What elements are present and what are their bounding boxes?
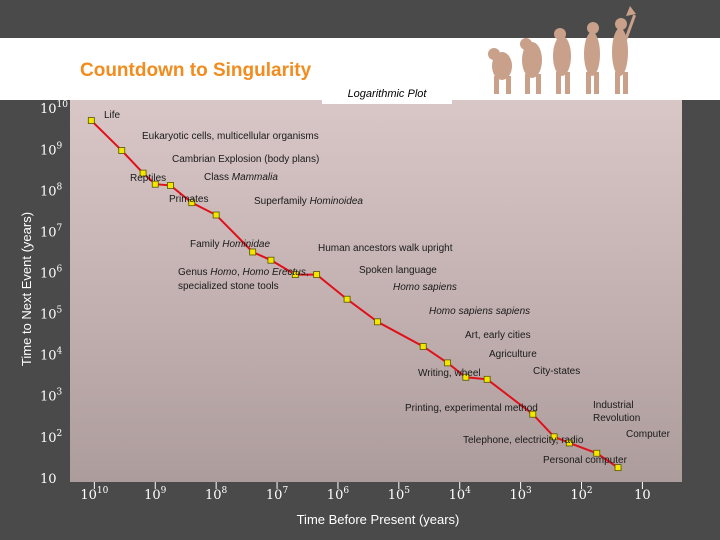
event-annotation: Art, early cities — [465, 330, 531, 341]
event-annotation: City-states — [533, 366, 580, 377]
data-point — [249, 248, 257, 256]
event-annotation: Printing, experimental method — [405, 403, 538, 414]
event-annotation: Superfamily Hominoidea — [254, 196, 363, 207]
data-point — [118, 147, 126, 154]
data-point — [343, 295, 351, 303]
event-annotation: Family Hominidae — [190, 239, 270, 250]
event-annotation: Reptiles — [130, 173, 166, 184]
data-point — [614, 464, 622, 472]
data-point — [593, 449, 601, 457]
event-annotation: specialized stone tools — [178, 281, 279, 292]
data-point — [167, 182, 174, 189]
plot-area — [70, 100, 682, 482]
event-annotation: Homo sapiens — [393, 282, 457, 293]
event-annotation: Spoken language — [359, 265, 437, 276]
x-tick-label: 104 — [449, 486, 472, 503]
y-tick-label: 104 — [40, 347, 63, 364]
event-annotation: Revolution — [593, 413, 640, 424]
x-tick-label: 102 — [570, 486, 592, 503]
data-point — [188, 199, 196, 207]
data-point — [139, 169, 147, 177]
y-tick-label: 103 — [40, 388, 63, 405]
event-annotation: Telephone, electricity, radio — [463, 435, 584, 446]
event-annotation: Agriculture — [489, 349, 537, 360]
event-annotation: Class Mammalia — [204, 172, 278, 183]
y-tick-label: 109 — [40, 141, 63, 158]
data-point — [565, 439, 573, 447]
data-point — [550, 433, 558, 441]
x-tick-label: 107 — [266, 486, 289, 503]
event-annotation: Personal computer — [543, 455, 628, 466]
x-tick-label: 109 — [144, 486, 167, 503]
x-tick-label: 105 — [388, 486, 411, 503]
event-annotation: Human ancestors walk upright — [318, 243, 453, 254]
y-axis-title: Time to Next Event (years) — [19, 212, 34, 366]
data-point — [87, 117, 95, 124]
x-tick-label: 10 — [634, 488, 651, 503]
event-annotation: Eukaryotic cells, multicellular organism… — [142, 131, 319, 142]
x-axis-title: Time Before Present (years) — [297, 512, 460, 527]
data-point — [462, 373, 470, 381]
data-point — [374, 318, 381, 326]
chart-subtitle: Logarithmic Plot — [322, 84, 452, 104]
y-tick-label: 105 — [40, 306, 63, 323]
x-tick-label: 106 — [327, 486, 350, 503]
event-annotation: Primates — [169, 194, 208, 205]
event-annotation: Cambrian Explosion (body plans) — [172, 154, 319, 165]
event-annotation: Life — [104, 110, 121, 121]
data-point — [212, 211, 220, 219]
data-point — [419, 343, 427, 350]
y-tick-label: 108 — [40, 182, 63, 199]
x-tick-label: 108 — [205, 486, 228, 503]
y-tick-label: 1010 — [40, 100, 68, 117]
event-annotation: Homo sapiens sapiens — [429, 306, 530, 317]
event-annotation: Writing, wheel — [418, 368, 481, 379]
series-line — [90, 119, 619, 469]
chart-title: Countdown to Singularity — [80, 60, 312, 81]
data-point — [267, 256, 275, 264]
data-point — [529, 410, 537, 418]
event-annotation: Industrial — [593, 400, 634, 411]
x-tick-label: 103 — [509, 486, 532, 503]
data-point — [151, 180, 159, 188]
data-point — [483, 375, 491, 383]
event-annotation: Genus Homo, Homo Erectus, — [178, 267, 309, 278]
data-point — [313, 271, 321, 278]
evolution-illustration-icon — [488, 6, 637, 94]
event-annotation: Computer — [626, 429, 671, 440]
data-point — [444, 359, 451, 367]
data-point — [291, 271, 299, 278]
y-tick-label: 10 — [40, 472, 57, 487]
y-tick-label: 107 — [40, 223, 63, 240]
y-tick-label: 102 — [40, 429, 62, 446]
y-tick-label: 106 — [40, 265, 63, 282]
x-tick-label: 1010 — [80, 486, 108, 503]
